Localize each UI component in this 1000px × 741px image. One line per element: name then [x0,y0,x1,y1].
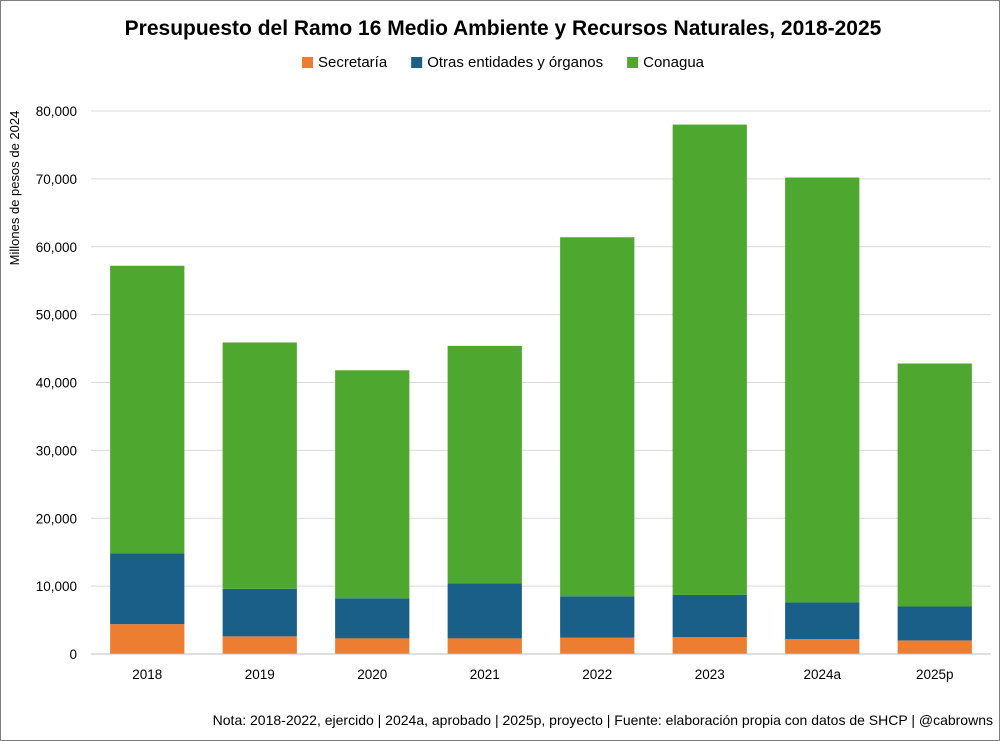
bar-segment [447,583,522,639]
x-tick-label: 2024a [803,667,841,682]
y-tick-label: 60,000 [36,240,77,255]
y-axis-ticks: 0 10,000 20,000 30,000 40,000 50,000 60,000 70,… [36,104,77,662]
bar-segment [222,588,297,637]
x-tick-label: 2020 [357,667,387,682]
bar-segment [672,594,747,638]
legend-item: Secretaría [301,54,388,71]
y-tick-label: 70,000 [36,172,77,187]
bar-segment [672,637,747,654]
bar-segment [560,237,635,597]
bar-segment [897,363,972,607]
chart-title: Presupuesto del Ramo 16 Medio Ambiente y… [125,17,882,40]
x-tick-label: 2018 [132,667,162,682]
x-tick-label: 2025p [916,667,954,682]
y-tick-label: 10,000 [36,579,77,594]
y-tick-label: 80,000 [36,104,77,119]
bars [110,124,972,654]
bar-segment [560,596,635,638]
legend-swatch [627,57,639,68]
x-tick-label: 2022 [582,667,612,682]
bar-segment [110,624,185,654]
x-tick-label: 2023 [695,667,725,682]
bar-segment [447,638,522,654]
x-tick-label: 2021 [470,667,500,682]
y-tick-label: 20,000 [36,511,77,526]
legend-label: Secretaría [318,54,388,71]
legend-swatch [411,57,423,68]
bar-segment [672,124,747,595]
footnote: Nota: 2018-2022, ejercido | 2024a, aprob… [213,712,993,728]
legend-item: Otras entidades y órganos [411,54,603,71]
bar-segment [560,637,635,654]
bar-segment [335,638,410,654]
bar-segment [335,598,410,639]
y-tick-label: 30,000 [36,443,77,458]
legend-label: Conagua [643,54,705,71]
bar-segment [897,640,972,654]
x-tick-label: 2019 [245,667,275,682]
legend-item: Conagua [627,54,705,71]
y-tick-label: 40,000 [36,376,77,391]
bar-segment [447,345,522,584]
bar-segment [110,553,185,625]
bar-segment [785,177,860,603]
bar-segment [222,636,297,654]
bar-segment [785,602,860,640]
legend-swatch [301,57,313,68]
bar-segment [335,370,410,599]
bar-segment [110,265,185,554]
bar-segment [897,606,972,641]
legend-label: Otras entidades y órganos [427,54,603,71]
y-axis-label: Millones de pesos de 2024 [7,111,22,266]
y-tick-label: 0 [69,647,77,662]
x-axis-ticks: 2018 2019 2020 2021 2022 2023 2024a 2025p [132,667,953,682]
y-tick-label: 50,000 [36,308,77,323]
bar-segment [785,639,860,654]
bar-segment [222,342,297,589]
legend: Secretaría Otras entidades y órganos Conag… [301,54,705,71]
